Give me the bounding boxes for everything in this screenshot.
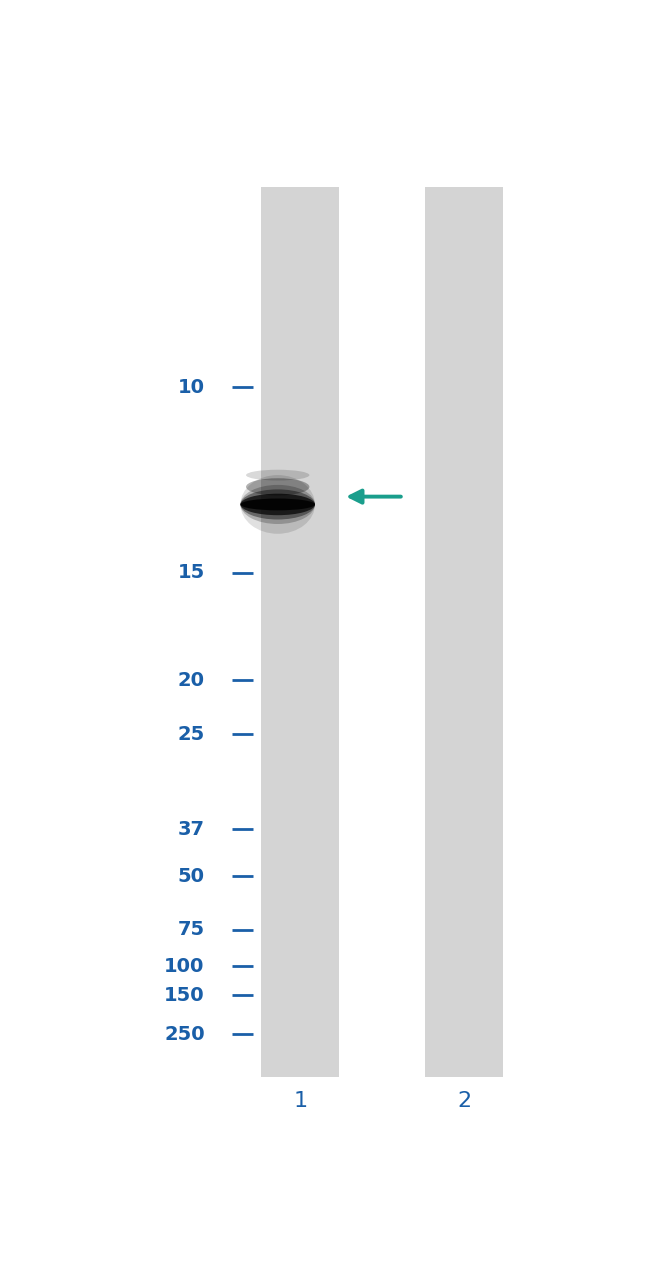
Bar: [261, 187, 339, 1077]
Text: 37: 37: [177, 819, 205, 838]
Text: 2: 2: [457, 1091, 471, 1111]
Ellipse shape: [240, 485, 315, 525]
Ellipse shape: [240, 499, 315, 511]
Text: 25: 25: [177, 725, 205, 744]
Text: 15: 15: [177, 564, 205, 583]
Text: 50: 50: [177, 866, 205, 885]
Text: 1: 1: [293, 1091, 307, 1111]
Ellipse shape: [240, 494, 315, 516]
Text: 150: 150: [164, 986, 205, 1005]
Text: 20: 20: [177, 671, 205, 690]
Bar: [425, 187, 503, 1077]
Ellipse shape: [240, 475, 315, 533]
Ellipse shape: [240, 489, 315, 519]
Text: 75: 75: [177, 921, 205, 940]
Ellipse shape: [246, 479, 309, 495]
Text: 10: 10: [177, 377, 205, 396]
Ellipse shape: [246, 470, 309, 480]
Text: 250: 250: [164, 1025, 205, 1044]
Text: 100: 100: [164, 956, 205, 975]
